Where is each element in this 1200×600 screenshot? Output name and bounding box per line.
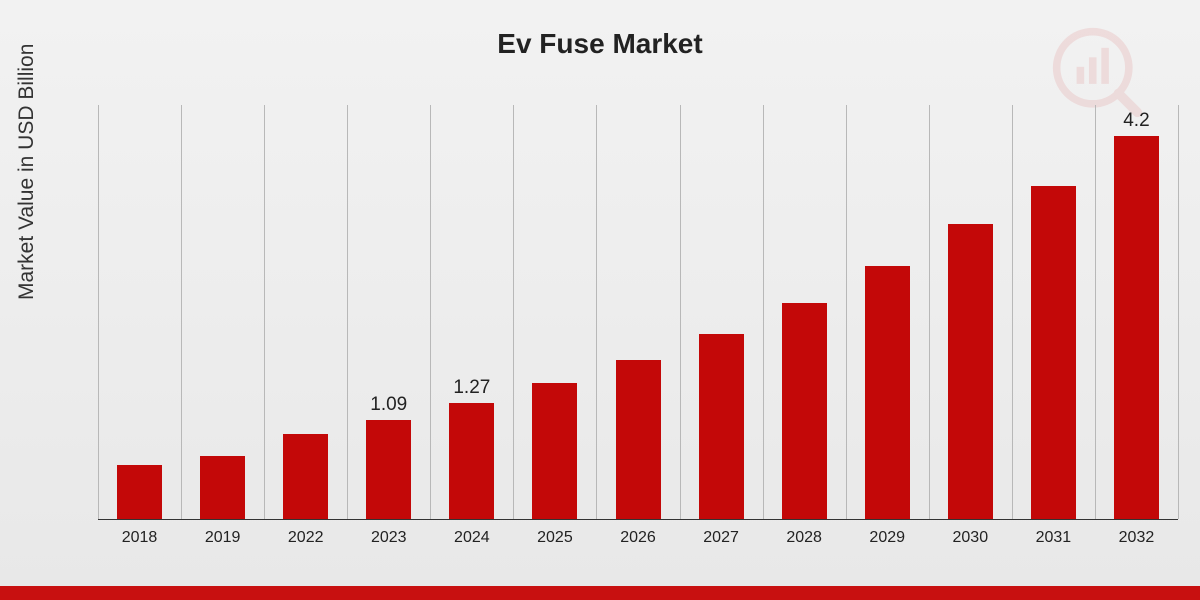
gridline [264, 105, 265, 519]
bar: 4.2 [1114, 136, 1159, 519]
bar [200, 456, 245, 519]
gridline [1178, 105, 1179, 519]
x-tick-label: 2026 [620, 529, 656, 547]
x-tick-label: 2022 [288, 529, 324, 547]
gridline [181, 105, 182, 519]
x-tick-label: 2024 [454, 529, 490, 547]
bar [283, 434, 328, 519]
gridline [596, 105, 597, 519]
bar [616, 360, 661, 519]
bar [782, 303, 827, 519]
x-tick-label: 2023 [371, 529, 407, 547]
x-tick-label: 2032 [1119, 529, 1155, 547]
x-tick-label: 2027 [703, 529, 739, 547]
bar [532, 383, 577, 519]
x-tick-label: 2025 [537, 529, 573, 547]
gridline [680, 105, 681, 519]
x-tick-label: 2018 [122, 529, 158, 547]
chart-title: Ev Fuse Market [0, 0, 1200, 60]
bar [1031, 186, 1076, 519]
plot-area: 1.09 1.27 4.2 [98, 105, 1178, 520]
x-tick-label: 2029 [869, 529, 905, 547]
bar-value-label: 1.09 [366, 394, 411, 416]
gridline [513, 105, 514, 519]
bar [699, 334, 744, 519]
gridline [430, 105, 431, 519]
gridline [1095, 105, 1096, 519]
chart-container: 1.09 1.27 4.2 2018 2019 2022 2023 2024 2025 2026… [98, 105, 1178, 550]
y-axis-label: Market Value in USD Billion [15, 44, 39, 300]
bar [117, 465, 162, 519]
x-tick-label: 2030 [953, 529, 989, 547]
gridline [763, 105, 764, 519]
bar [948, 224, 993, 519]
bar-value-label: 1.27 [449, 377, 494, 399]
bar: 1.27 [449, 403, 494, 519]
bar-value-label: 4.2 [1114, 110, 1159, 132]
bottom-accent-bar [0, 586, 1200, 600]
x-tick-label: 2028 [786, 529, 822, 547]
gridline [347, 105, 348, 519]
x-tick-label: 2031 [1036, 529, 1072, 547]
gridline [98, 105, 99, 519]
bar: 1.09 [366, 420, 411, 519]
gridline [929, 105, 930, 519]
x-tick-label: 2019 [205, 529, 241, 547]
bar [865, 266, 910, 519]
gridline [846, 105, 847, 519]
gridline [1012, 105, 1013, 519]
